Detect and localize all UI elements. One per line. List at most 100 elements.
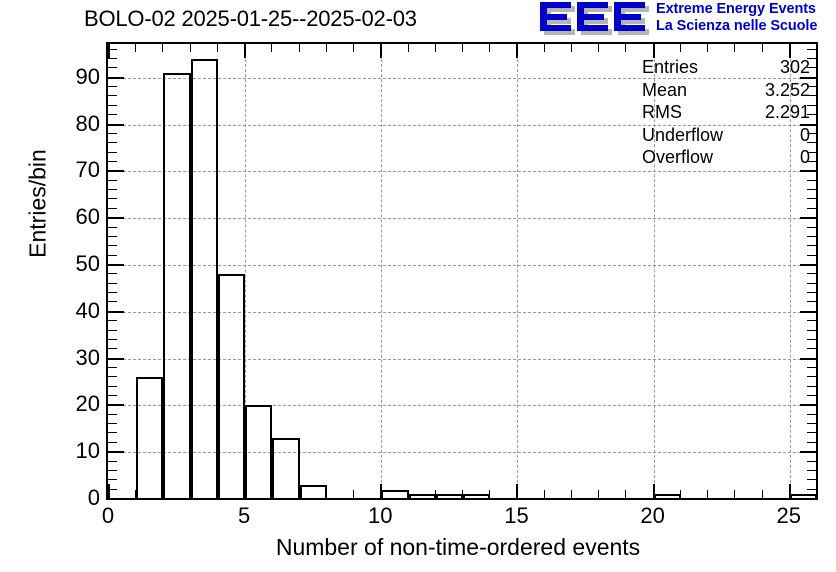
y-tick-major xyxy=(108,263,124,266)
y-tick-minor-right xyxy=(807,423,816,425)
y-tick-major xyxy=(108,123,124,126)
gridline-vertical xyxy=(789,44,791,498)
y-tick-major xyxy=(108,404,124,407)
y-tick-minor-right xyxy=(807,469,816,471)
gridline-horizontal xyxy=(108,405,816,407)
x-tick-minor xyxy=(216,490,218,498)
eee-letter-2-icon xyxy=(577,2,612,35)
page-title: BOLO-02 2025-01-25--2025-02-03 xyxy=(84,6,417,31)
x-tick-minor xyxy=(407,490,409,498)
y-tick-major xyxy=(108,357,124,360)
y-tick-label: 20 xyxy=(75,391,100,417)
plot-area xyxy=(108,44,816,498)
gridline-vertical xyxy=(653,44,655,498)
eee-logo: Extreme Energy Events La Scienza nelle S… xyxy=(540,1,836,37)
y-tick-minor xyxy=(108,469,117,471)
histogram-bar xyxy=(435,494,463,498)
y-tick-minor xyxy=(108,104,117,106)
x-tick-major-top xyxy=(788,44,791,58)
x-tick-minor xyxy=(325,490,327,498)
x-tick-minor xyxy=(189,490,191,498)
y-tick-label: 60 xyxy=(75,204,100,230)
stats-row: Underflow 0 xyxy=(642,124,810,147)
gridline-vertical xyxy=(381,44,383,498)
x-tick-major-top xyxy=(380,44,383,58)
y-tick-label: 30 xyxy=(75,344,100,370)
x-tick-minor-top xyxy=(135,44,137,52)
stats-label: Entries xyxy=(642,57,699,77)
x-tick-minor xyxy=(462,490,463,498)
x-tick-minor-top xyxy=(761,44,763,52)
y-tick-major xyxy=(108,217,124,220)
x-tick-minor-top xyxy=(625,44,627,52)
x-tick-minor xyxy=(679,490,681,498)
histogram-bar xyxy=(653,494,681,498)
y-tick-minor-right xyxy=(807,114,816,116)
y-tick-minor-right xyxy=(807,151,816,153)
stats-label: Mean xyxy=(642,79,688,100)
y-tick-minor xyxy=(108,329,117,331)
y-tick-minor xyxy=(108,226,117,228)
y-tick-minor-right xyxy=(807,413,816,415)
y-tick-minor xyxy=(108,423,117,425)
x-tick-minor-top xyxy=(353,44,355,52)
y-tick-minor-right xyxy=(807,104,816,106)
histogram-bar xyxy=(272,438,300,498)
x-tick-minor-top xyxy=(543,44,545,52)
x-tick-major-top xyxy=(516,44,519,58)
x-tick-minor xyxy=(298,490,300,498)
x-tick-major-top xyxy=(108,44,110,58)
y-tick-minor-right xyxy=(807,460,816,462)
stats-box: Entries 302 Mean 3.252 RMS 2.291 Underflow 0 Ove… xyxy=(642,56,810,169)
x-tick-label: 25 xyxy=(776,503,802,528)
x-tick-minor xyxy=(761,490,763,498)
y-tick-minor xyxy=(108,245,117,247)
y-tick-minor xyxy=(108,366,117,368)
y-tick-minor xyxy=(108,235,117,237)
y-tick-minor xyxy=(108,488,117,490)
histogram-bar xyxy=(245,405,273,498)
y-tick-label: 90 xyxy=(75,63,100,89)
x-tick-label: 20 xyxy=(640,503,665,528)
y-tick-minor-right xyxy=(807,86,816,88)
y-tick-minor xyxy=(108,142,117,144)
plot-frame xyxy=(106,42,818,500)
x-tick-major-top xyxy=(652,44,655,58)
gridline-horizontal xyxy=(108,124,816,126)
y-tick-minor xyxy=(108,460,117,462)
x-tick-minor-top xyxy=(598,44,600,52)
y-tick-major-right xyxy=(800,76,816,79)
x-tick-minor xyxy=(543,490,545,498)
x-tick-minor-top xyxy=(816,44,817,52)
y-tick-minor xyxy=(108,441,117,443)
y-tick-minor-right xyxy=(807,432,816,434)
y-tick-major xyxy=(108,170,124,173)
x-tick-minor xyxy=(707,490,709,498)
x-tick-label: 5 xyxy=(238,503,251,528)
y-tick-minor xyxy=(108,161,117,162)
y-tick-minor-right xyxy=(807,161,816,162)
y-tick-minor xyxy=(108,385,117,387)
y-tick-label: 0 xyxy=(87,485,100,510)
y-tick-major xyxy=(108,310,124,313)
x-tick-minor xyxy=(135,490,137,498)
x-tick-minor-top xyxy=(679,44,681,52)
x-tick-minor-top xyxy=(462,44,463,52)
y-tick-minor-right xyxy=(807,441,816,443)
eee-letter-1-icon xyxy=(540,2,575,35)
gridline-vertical xyxy=(245,44,247,498)
stats-value: 2.291 xyxy=(764,102,810,122)
x-tick-minor-top xyxy=(489,44,491,52)
y-tick-minor xyxy=(108,395,117,397)
y-tick-minor-right xyxy=(807,235,816,237)
x-tick-minor-top xyxy=(434,44,436,52)
y-tick-minor xyxy=(108,114,117,116)
y-tick-minor xyxy=(108,282,117,284)
y-tick-minor xyxy=(108,376,117,378)
y-tick-major-right xyxy=(800,123,816,126)
y-tick-major xyxy=(108,451,124,454)
x-tick-minor xyxy=(598,490,600,498)
y-tick-minor-right xyxy=(807,385,816,387)
eee-logo-tagline: Extreme Energy Events La Scienza nelle S… xyxy=(656,1,817,35)
